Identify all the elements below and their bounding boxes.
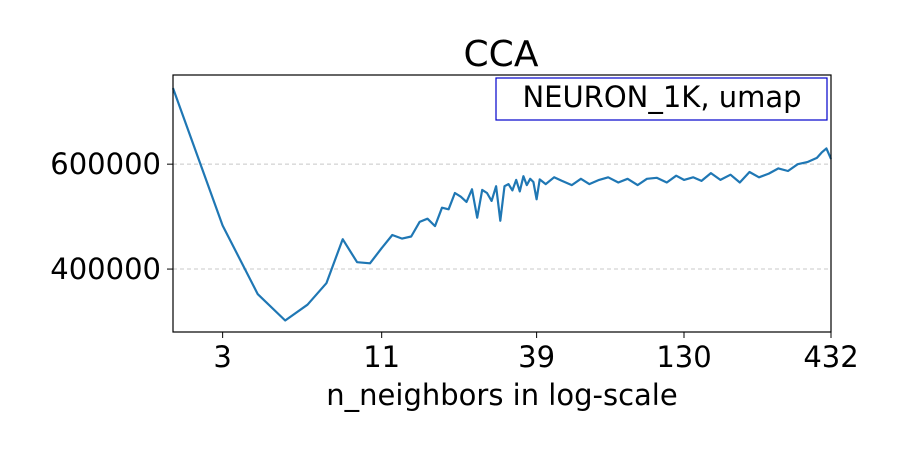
grid-lines: [173, 163, 831, 270]
x-tick-label: 11: [363, 340, 400, 374]
legend-box: [495, 77, 828, 121]
y-tick-label: 400000: [50, 252, 161, 286]
y-tick-label: 600000: [50, 147, 161, 181]
x-tick-label: 130: [656, 340, 711, 374]
legend: NEURON_1K, umap: [495, 77, 828, 121]
y-axis-ticks: 400000 600000: [50, 147, 173, 286]
legend-label: NEURON_1K, umap: [522, 80, 801, 114]
series-line: [171, 87, 833, 322]
plot-area: [172, 74, 832, 333]
x-axis-ticks: 3 11 39 130 432: [213, 332, 859, 374]
x-tick-label: 39: [518, 340, 555, 374]
x-tick-label: 432: [803, 340, 858, 374]
x-tick-label: 3: [213, 340, 231, 374]
x-axis-label: n_neighbors in log-scale: [326, 378, 677, 412]
chart-title: CCA: [464, 34, 539, 75]
